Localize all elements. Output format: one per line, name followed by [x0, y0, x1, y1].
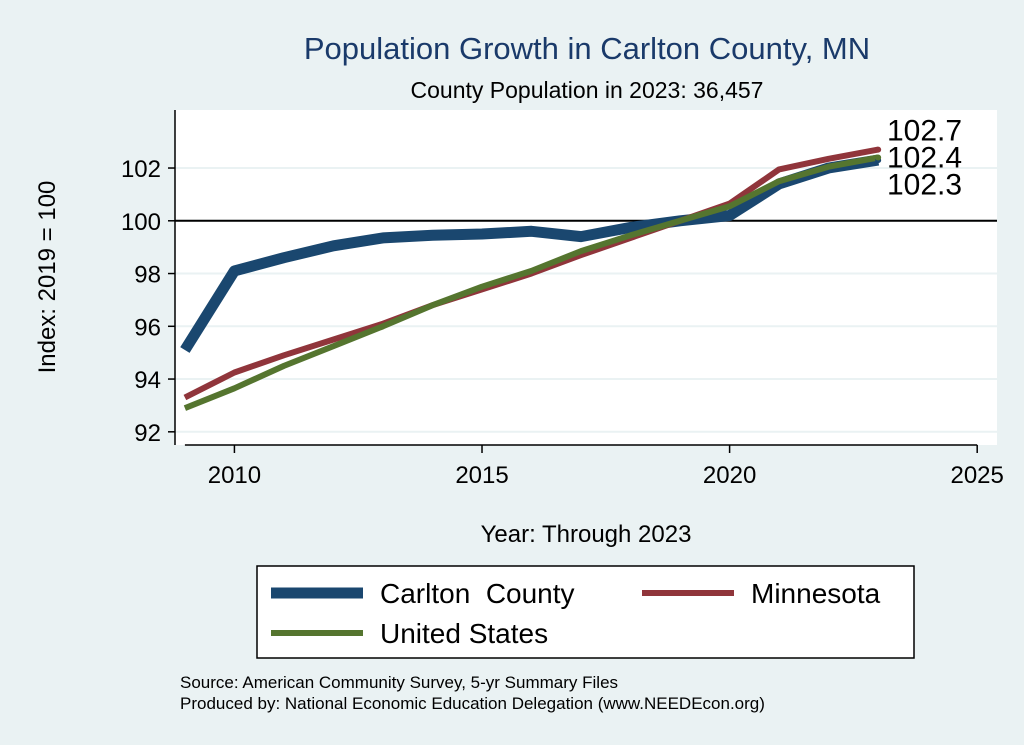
series-group: [180, 146, 882, 411]
y-tick-label-100: 100: [121, 209, 161, 236]
x-tick-label-2015: 2015: [455, 462, 508, 489]
y-tick-label-96: 96: [134, 314, 161, 341]
end-label-united-states: 102.4: [887, 141, 962, 174]
series-line-united-states: [183, 154, 879, 411]
producer-note: Produced by: National Economic Education…: [180, 694, 765, 713]
legend-box: [256, 565, 915, 659]
y-tick-label-94: 94: [134, 367, 161, 394]
series-endpoint-minnesota: [875, 146, 882, 153]
source-note: Source: American Community Survey, 5-yr …: [180, 673, 618, 692]
y-axis-title: Index: 2019 = 100: [34, 181, 61, 374]
legend-label-minnesota: Minnesota: [751, 578, 881, 609]
x-tick-label-2020: 2020: [703, 462, 756, 489]
legend-label-united-states: United States: [380, 618, 548, 649]
y-tick-label-102: 102: [121, 156, 161, 183]
axes: 92 94 96 98 100 102 2010 2015 2020 2025: [121, 110, 1004, 489]
end-label-minnesota: 102.7: [887, 114, 962, 147]
series-endpoint-united-states: [875, 154, 882, 161]
legend-label-carlton: Carlton County: [380, 578, 575, 609]
end-label-carlton: 102.3: [887, 168, 962, 201]
x-tick-label-2025: 2025: [950, 462, 1003, 489]
legend: Carlton County Minnesota United States: [256, 565, 915, 659]
series-line-carlton: [180, 154, 880, 353]
y-tick-label-98: 98: [134, 262, 161, 289]
chart-title: Population Growth in Carlton County, MN: [304, 31, 870, 66]
y-tick-label-92: 92: [134, 420, 161, 447]
x-axis-title: Year: Through 2023: [481, 521, 692, 548]
x-tick-label-2010: 2010: [208, 462, 261, 489]
chart-subtitle: County Population in 2023: 36,457: [411, 77, 764, 103]
